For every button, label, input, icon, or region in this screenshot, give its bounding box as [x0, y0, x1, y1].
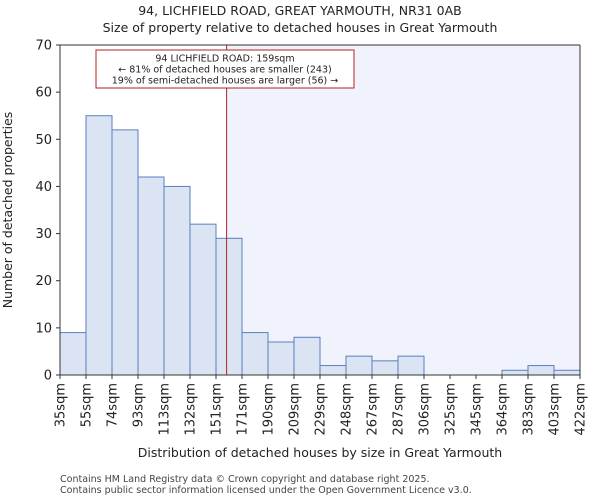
histogram-bar [527, 365, 555, 376]
histogram-bar [345, 355, 373, 376]
x-tick-label: 345sqm [470, 383, 485, 436]
x-tick-label: 35sqm [54, 383, 69, 427]
y-tick-label: 50 [35, 133, 52, 148]
histogram-bar [553, 369, 581, 376]
histogram-bar [241, 332, 269, 376]
x-tick-label: 287sqm [392, 383, 407, 436]
x-tick-label: 267sqm [366, 383, 381, 436]
y-tick-label: 20 [35, 274, 52, 289]
histogram-bar [397, 355, 425, 376]
x-tick-label: 248sqm [340, 383, 355, 436]
footer-licence: Contains public sector information licen… [60, 485, 472, 496]
x-tick-label: 403sqm [548, 383, 563, 436]
y-tick-label: 30 [35, 227, 52, 242]
x-tick-label: 364sqm [496, 383, 511, 436]
chart-title: 94, LICHFIELD ROAD, GREAT YARMOUTH, NR31… [138, 3, 462, 18]
y-tick-label: 70 [35, 39, 52, 54]
x-tick-label: 190sqm [262, 383, 277, 436]
chart-subtitle: Size of property relative to detached ho… [102, 20, 498, 35]
annotation-line-2: ← 81% of detached houses are smaller (24… [118, 65, 331, 76]
x-tick-label: 422sqm [574, 383, 589, 436]
x-tick-label: 306sqm [418, 383, 433, 436]
y-tick-label: 0 [44, 369, 52, 384]
histogram-bar [163, 185, 191, 376]
x-tick-label: 325sqm [444, 383, 459, 436]
y-axis-label: Number of detached properties [0, 112, 15, 309]
histogram-bar [59, 332, 87, 376]
x-tick-label: 383sqm [522, 383, 537, 436]
x-tick-label: 132sqm [184, 383, 199, 436]
y-tick-label: 10 [35, 321, 52, 336]
x-tick-label: 55sqm [80, 383, 95, 427]
footer-copyright: Contains HM Land Registry data © Crown c… [60, 474, 430, 485]
x-tick-label: 93sqm [132, 383, 147, 427]
histogram-bar [189, 223, 217, 376]
x-axis-label: Distribution of detached houses by size … [138, 445, 502, 460]
histogram-bar [111, 129, 139, 376]
histogram-bar [137, 176, 165, 376]
histogram-bar [371, 360, 399, 376]
x-tick-label: 171sqm [236, 383, 251, 436]
x-tick-label: 229sqm [314, 383, 329, 436]
histogram-bar [85, 115, 113, 376]
histogram-bar [215, 237, 243, 376]
x-tick-label: 113sqm [158, 383, 173, 436]
x-tick-label: 151sqm [210, 383, 225, 436]
x-tick-label: 74sqm [106, 383, 121, 427]
histogram-bar [319, 365, 347, 376]
y-tick-label: 40 [35, 180, 52, 195]
larger-region-shading [226, 45, 580, 375]
annotation-line-1: 94 LICHFIELD ROAD: 159sqm [155, 54, 294, 65]
annotation-box [95, 49, 355, 89]
x-tick-label: 209sqm [288, 383, 303, 436]
annotation-line-3: 19% of semi-detached houses are larger (… [112, 76, 339, 87]
histogram-bar [267, 341, 295, 376]
y-tick-label: 60 [35, 86, 52, 101]
histogram-bar [501, 369, 529, 376]
histogram-bar [293, 336, 321, 376]
